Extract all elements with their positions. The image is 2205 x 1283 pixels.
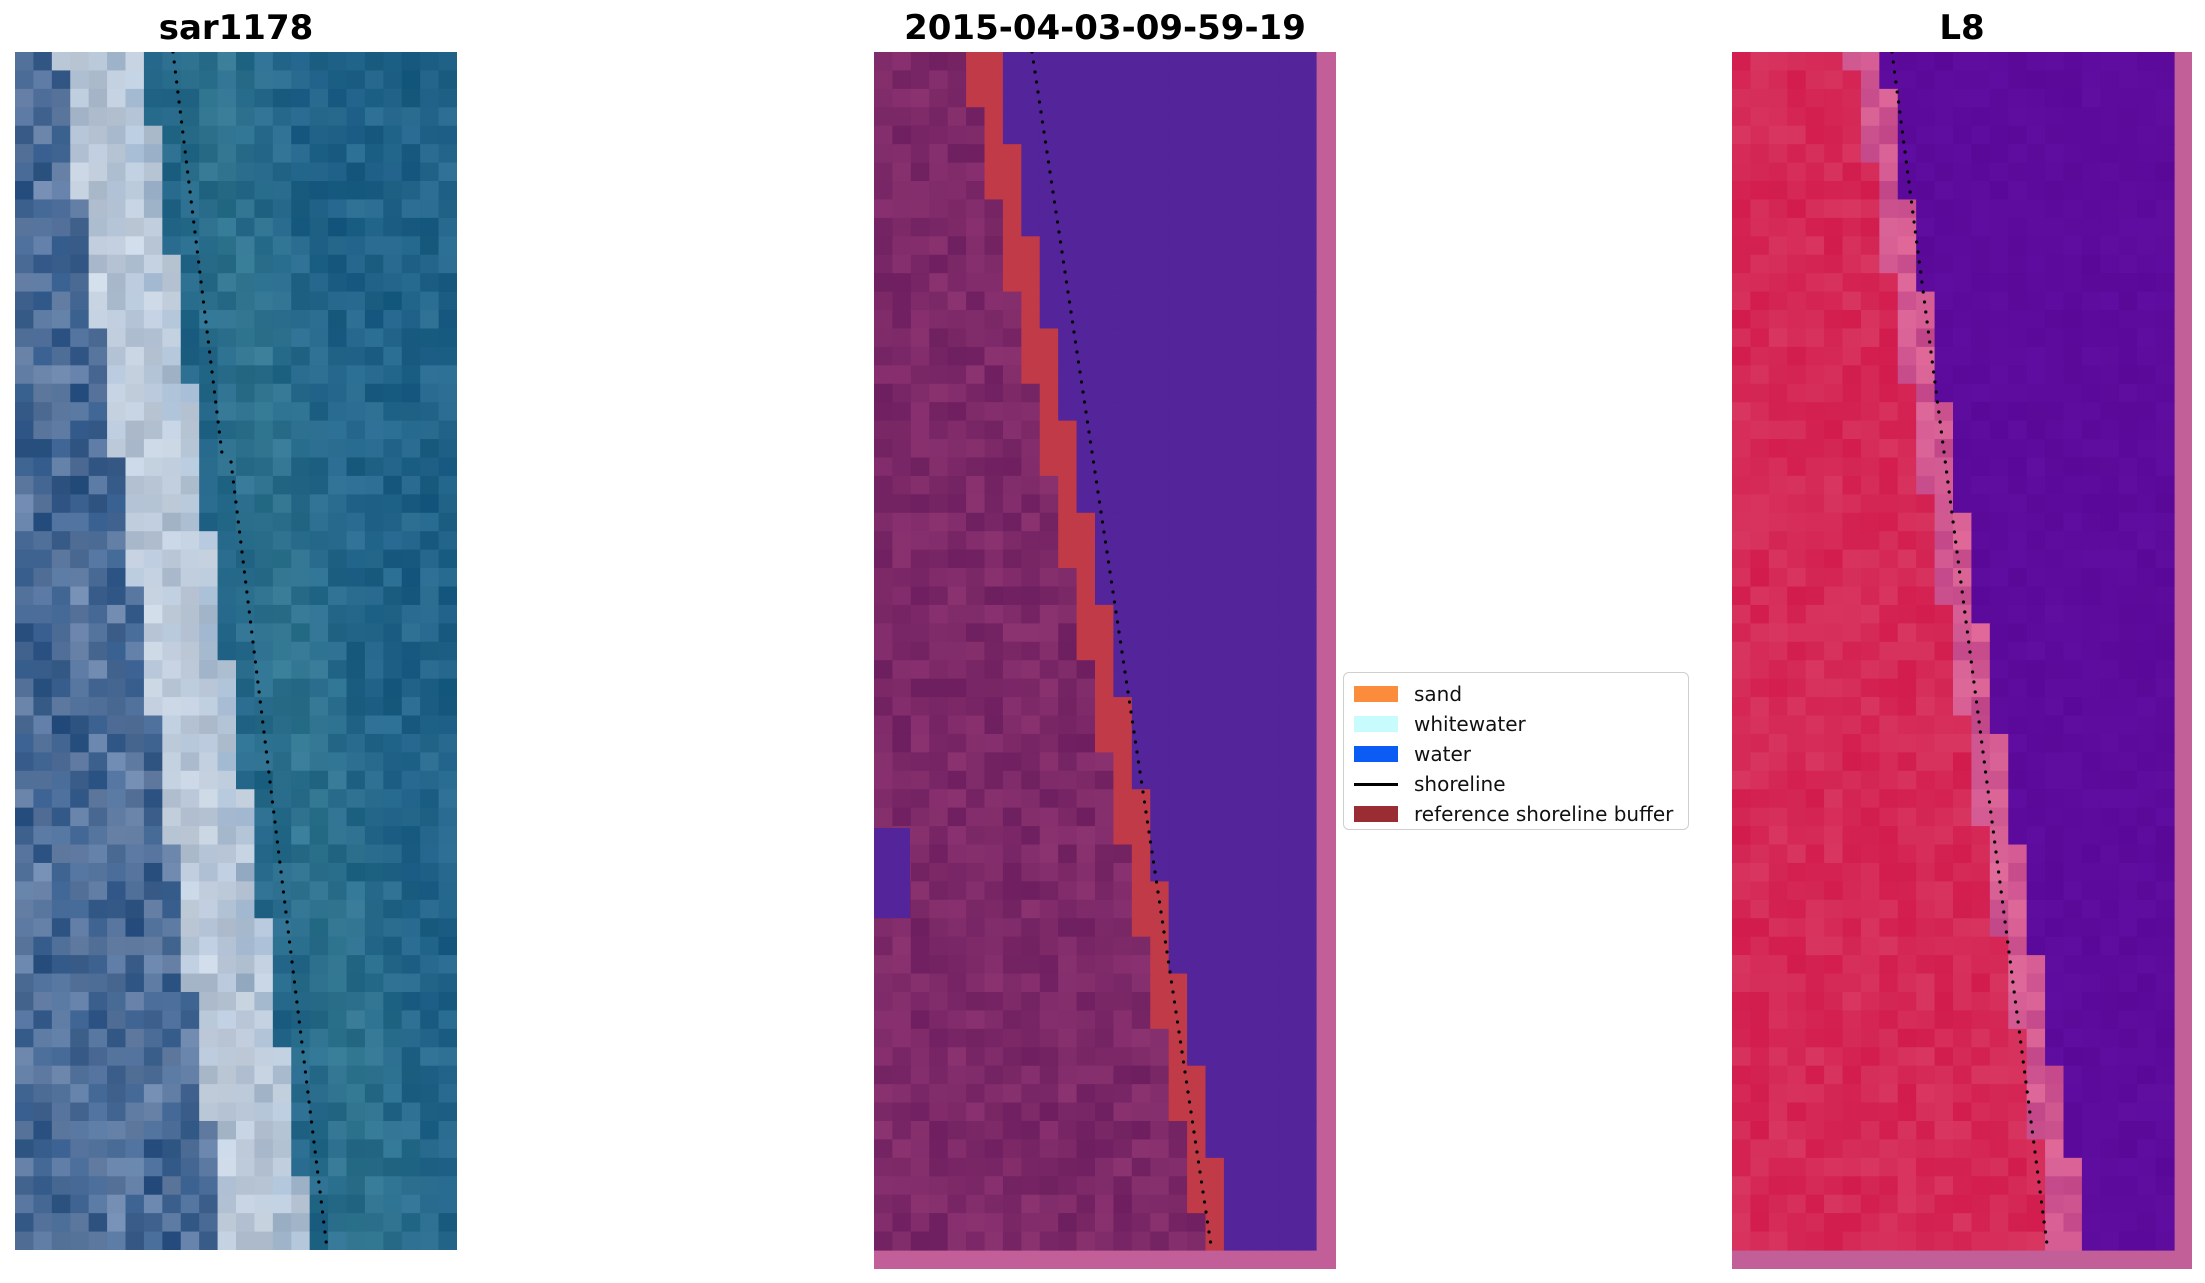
rgb-image — [15, 52, 457, 1250]
legend-label: water — [1414, 742, 1471, 766]
whitewater-swatch — [1354, 716, 1398, 732]
rgb-image-pixels — [15, 52, 457, 1250]
shoreline-line-swatch — [1354, 782, 1398, 786]
legend-label: whitewater — [1414, 712, 1526, 736]
legend-item-water: water — [1354, 739, 1678, 769]
reference-buffer-swatch — [1354, 806, 1398, 822]
panel-title-rgb: sar1178 — [158, 8, 314, 48]
panel-title-index: L8 — [1939, 8, 1985, 48]
legend-item-shoreline: shoreline — [1354, 769, 1678, 799]
panel-title-classified: 2015-04-03-09-59-19 — [904, 8, 1306, 48]
classified-image-pixels — [874, 52, 1336, 1269]
legend: sand whitewater water shoreline referenc… — [1343, 672, 1689, 830]
sand-swatch — [1354, 686, 1398, 702]
water-swatch — [1354, 746, 1398, 762]
index-image — [1732, 52, 2192, 1269]
legend-label: shoreline — [1414, 772, 1506, 796]
legend-item-reference-shoreline-buffer: reference shoreline buffer — [1354, 799, 1678, 829]
classified-image — [874, 52, 1336, 1269]
legend-item-sand: sand — [1354, 679, 1678, 709]
index-image-pixels — [1732, 52, 2192, 1269]
legend-label: reference shoreline buffer — [1414, 802, 1674, 826]
legend-item-whitewater: whitewater — [1354, 709, 1678, 739]
legend-label: sand — [1414, 682, 1463, 706]
